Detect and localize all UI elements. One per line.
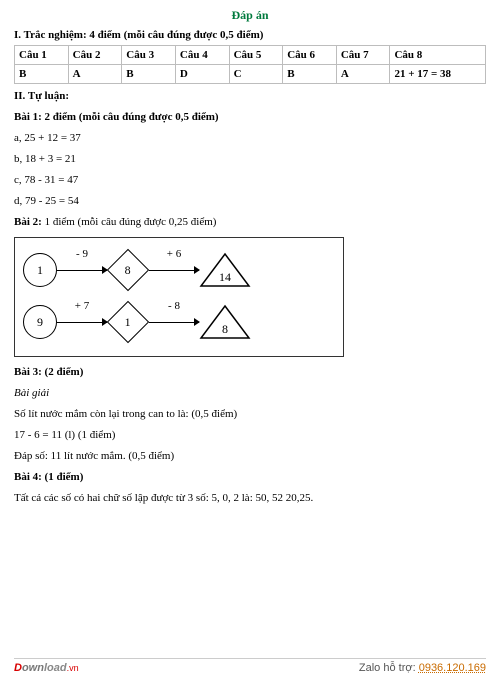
bai1-item-b: b, 18 + 3 = 21 xyxy=(14,153,486,165)
mc-header: Câu 4 xyxy=(175,46,229,65)
bai1-item-a: a, 25 + 12 = 37 xyxy=(14,132,486,144)
diagram-row-2: 9 + 7 1 - 8 8 xyxy=(23,296,335,348)
diamond-shape: 8 xyxy=(107,249,149,291)
bai4-heading: Bài 4: (1 điểm) xyxy=(14,471,486,483)
triangle-shape: 8 xyxy=(199,304,251,340)
mc-header: Câu 7 xyxy=(336,46,390,65)
mc-answer: B xyxy=(122,65,176,84)
page-title: Đáp án xyxy=(14,8,486,23)
arrow-icon: - 9 xyxy=(57,260,107,280)
mc-answer: A xyxy=(68,65,122,84)
bai1-item-d: d, 79 - 25 = 54 xyxy=(14,195,486,207)
section2-heading: II. Tự luận: xyxy=(14,90,486,102)
phone-link[interactable]: 0936.120.169 xyxy=(419,662,486,674)
mc-answer: D xyxy=(175,65,229,84)
table-row: Câu 1 Câu 2 Câu 3 Câu 4 Câu 5 Câu 6 Câu … xyxy=(15,46,486,65)
arrow-icon: + 7 xyxy=(57,312,107,332)
mc-table: Câu 1 Câu 2 Câu 3 Câu 4 Câu 5 Câu 6 Câu … xyxy=(14,45,486,84)
brand-logo: Download.vn xyxy=(14,662,79,674)
bai3-heading: Bài 3: (2 điểm) xyxy=(14,366,486,378)
mc-header: Câu 3 xyxy=(122,46,176,65)
arrow-icon: + 6 xyxy=(149,260,199,280)
mc-answer: B xyxy=(283,65,337,84)
mc-header: Câu 8 xyxy=(390,46,486,65)
bai3-line: Đáp số: 11 lít nước mắm. (0,5 điểm) xyxy=(14,450,486,462)
support-contact: Zalo hỗ trợ: 0936.120.169 xyxy=(359,662,486,674)
mc-header: Câu 5 xyxy=(229,46,283,65)
mc-answer: B xyxy=(15,65,69,84)
bai1-heading: Bài 1: 2 điểm (mỗi câu đúng được 0,5 điể… xyxy=(14,111,486,123)
bai1-item-c: c, 78 - 31 = 47 xyxy=(14,174,486,186)
bai2-diagram: 1 - 9 8 + 6 14 9 + 7 1 - 8 8 xyxy=(14,237,344,357)
table-row: B A B D C B A 21 + 17 = 38 xyxy=(15,65,486,84)
triangle-shape: 14 xyxy=(199,252,251,288)
circle-shape: 9 xyxy=(23,305,57,339)
page-footer: Download.vn Zalo hỗ trợ: 0936.120.169 xyxy=(14,658,486,674)
diagram-row-1: 1 - 9 8 + 6 14 xyxy=(23,244,335,296)
bai2-heading: Bài 2: Bài 2: 1 điểm (mỗi câu đúng được … xyxy=(14,216,486,228)
diamond-shape: 1 xyxy=(107,301,149,343)
mc-answer: A xyxy=(336,65,390,84)
mc-answer: 21 + 17 = 38 xyxy=(390,65,486,84)
arrow-icon: - 8 xyxy=(149,312,199,332)
bai4-line: Tất cả các số có hai chữ số lập được từ … xyxy=(14,492,486,504)
mc-header: Câu 2 xyxy=(68,46,122,65)
mc-header: Câu 6 xyxy=(283,46,337,65)
bai3-sub: Bài giải xyxy=(14,387,486,399)
bai3-line: Số lít nước mắm còn lại trong can to là:… xyxy=(14,408,486,420)
mc-header: Câu 1 xyxy=(15,46,69,65)
circle-shape: 1 xyxy=(23,253,57,287)
mc-answer: C xyxy=(229,65,283,84)
section1-heading: I. Trắc nghiệm: 4 điểm (mỗi câu đúng đượ… xyxy=(14,29,486,41)
bai3-line: 17 - 6 = 11 (l) (1 điểm) xyxy=(14,429,486,441)
